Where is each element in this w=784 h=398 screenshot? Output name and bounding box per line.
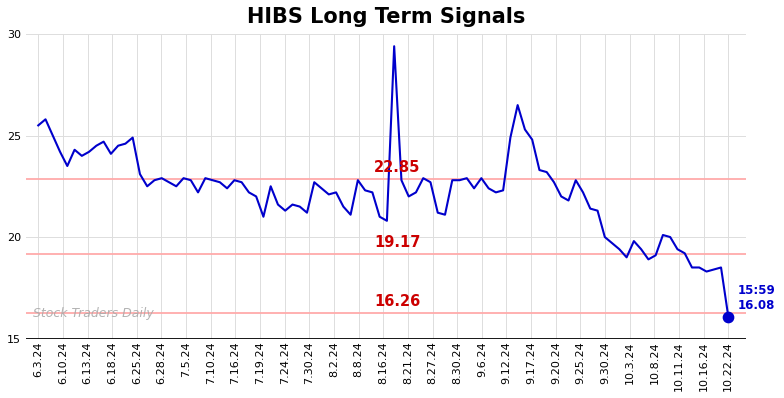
Title: HIBS Long Term Signals: HIBS Long Term Signals bbox=[246, 7, 525, 27]
Text: 15:59
16.08: 15:59 16.08 bbox=[739, 284, 776, 312]
Text: Stock Traders Daily: Stock Traders Daily bbox=[33, 307, 154, 320]
Text: 19.17: 19.17 bbox=[374, 235, 420, 250]
Text: 16.26: 16.26 bbox=[374, 294, 420, 309]
Text: 22.85: 22.85 bbox=[374, 160, 420, 175]
Point bbox=[722, 313, 735, 320]
